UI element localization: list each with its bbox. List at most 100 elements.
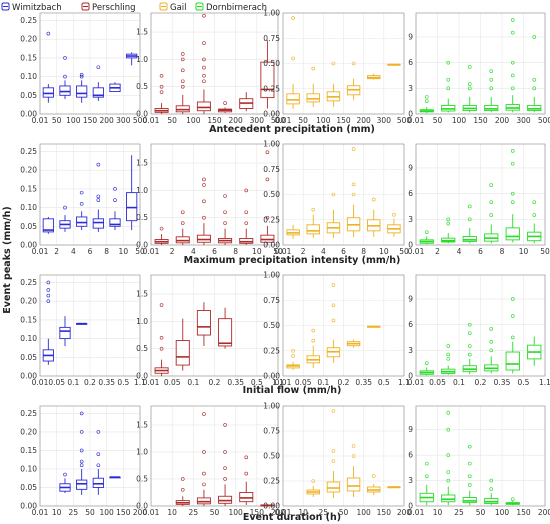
x-tick-label: 0.05	[48, 378, 65, 387]
y-tick-label: 0	[408, 372, 413, 381]
outlier-point	[510, 335, 515, 340]
outlier-point	[532, 200, 537, 205]
outlier-point	[532, 86, 537, 91]
x-tick-label: 2	[301, 247, 306, 256]
y-tick-label: 0.05	[20, 353, 37, 362]
outlier-point	[532, 35, 537, 39]
x-tick-label: 2	[435, 247, 440, 256]
box	[306, 224, 320, 235]
outlier-point	[291, 353, 295, 358]
outlier-point	[489, 86, 494, 91]
outlier-point	[63, 472, 67, 477]
box	[505, 227, 520, 241]
y-tick-label: 0.0	[136, 241, 148, 250]
outlier-point	[331, 61, 336, 66]
x-tick-label: 300	[250, 116, 265, 125]
x-tick-label: 10	[119, 247, 129, 256]
x-tick-label: 0.35	[98, 378, 115, 387]
outlier-point	[467, 82, 472, 86]
outlier-point	[96, 452, 101, 456]
y-tick-label: 0.0	[136, 502, 148, 511]
outlier-point	[446, 470, 451, 474]
x-tick-label: 0.1	[187, 378, 199, 387]
x-tick-label: 0.01	[408, 378, 425, 387]
y-tick-label: 0.15	[20, 184, 37, 193]
box	[326, 481, 341, 493]
outlier-point	[223, 194, 227, 198]
panel-frame	[39, 405, 141, 507]
y-tick-label: 1.00	[263, 402, 280, 411]
outlier-point	[180, 84, 185, 89]
y-tick-label: 1.0	[136, 186, 148, 195]
outlier-point	[180, 210, 185, 215]
outlier-point	[510, 30, 515, 35]
outlier-point	[392, 212, 396, 217]
x-tick-label: 50	[135, 247, 145, 256]
x-tick-label: 150	[473, 116, 488, 125]
y-tick-label: 0.00	[263, 372, 280, 381]
x-tick-label: 10	[52, 508, 62, 517]
panel-frame	[150, 12, 279, 115]
y-tick-label: 0.20	[20, 297, 37, 306]
x-tick-label: 10	[433, 508, 443, 517]
outlier-point	[351, 61, 356, 66]
box	[76, 85, 88, 98]
box	[92, 218, 104, 229]
outlier-point	[351, 192, 356, 197]
panel-gail-row2: 0.00 0.25 0.50 0.75 1.00 0.01 2 4 6 8 10 50	[263, 140, 409, 257]
x-tick-label: 2	[170, 247, 175, 256]
panel-perschling-row3: 0.0 0.5 1.0 1.5 0.01 0.05 0.1 0.2 0.35 0.5 1.1	[136, 274, 284, 387]
x-tick-label: 0.01	[143, 378, 160, 387]
outlier-point	[291, 56, 295, 61]
outlier-point	[46, 31, 51, 36]
outlier-point	[244, 188, 249, 193]
panel-gail-row3: 0.000.250.500.751.000.01 0.05 0.1 0.2 0.35 0.…	[263, 271, 410, 388]
panel-dornbirnerach-row2: 0 3 6 9 0.01 2 4 6 8 10 50	[408, 143, 550, 256]
x-tick-label: 50	[399, 247, 409, 256]
x-tick-label: 0.01	[32, 378, 49, 387]
outlier-point	[489, 200, 494, 205]
outlier-point	[113, 187, 117, 191]
x-tick-label: 6	[478, 247, 483, 256]
x-tick-label: 100	[66, 116, 81, 125]
panel-dornbirnerach-row4: 0 3 6 9 0.01 10 25 50 100 150 200	[408, 405, 550, 517]
x-tick-label: 200	[271, 508, 286, 517]
box	[76, 479, 88, 490]
y-tick-label: 1.5	[136, 420, 148, 429]
x-tick-label: 0.1	[453, 378, 465, 387]
x-tick-label: 200	[229, 116, 244, 125]
outlier-point	[291, 16, 295, 20]
y-tick-label: 0.00	[20, 372, 37, 381]
outlier-point	[467, 217, 472, 222]
outlier-point	[311, 338, 316, 343]
outlier-point	[510, 497, 515, 502]
outlier-point	[244, 455, 249, 460]
outlier-point	[467, 461, 472, 466]
y-tick-label: 0.25	[263, 477, 280, 486]
outlier-point	[180, 487, 185, 492]
outlier-point	[265, 150, 270, 154]
x-tick-label: 0.1	[317, 378, 329, 387]
y-tick-label: 0.75	[263, 427, 280, 436]
outlier-point	[510, 297, 515, 301]
outlier-point	[424, 461, 429, 466]
x-tick-label: 0.01	[275, 116, 292, 125]
legend-swatch-gail	[159, 2, 168, 11]
outlier-point	[467, 204, 472, 209]
outlier-point	[311, 479, 316, 483]
y-tick-label: 0.25	[20, 147, 37, 156]
outlier-point	[489, 183, 494, 187]
outlier-point	[446, 478, 451, 483]
x-tick-label: 8	[361, 247, 366, 256]
box	[196, 234, 211, 243]
box	[196, 310, 211, 336]
outlier-point	[244, 471, 249, 476]
outlier-point	[79, 463, 84, 468]
y-tick-label: 1.00	[263, 9, 280, 18]
box	[505, 351, 520, 371]
outlier-point	[46, 288, 51, 292]
x-tick-label: 4	[191, 247, 196, 256]
x-tick-label: 300	[377, 116, 392, 125]
box	[59, 85, 71, 96]
outlier-point	[223, 210, 227, 215]
